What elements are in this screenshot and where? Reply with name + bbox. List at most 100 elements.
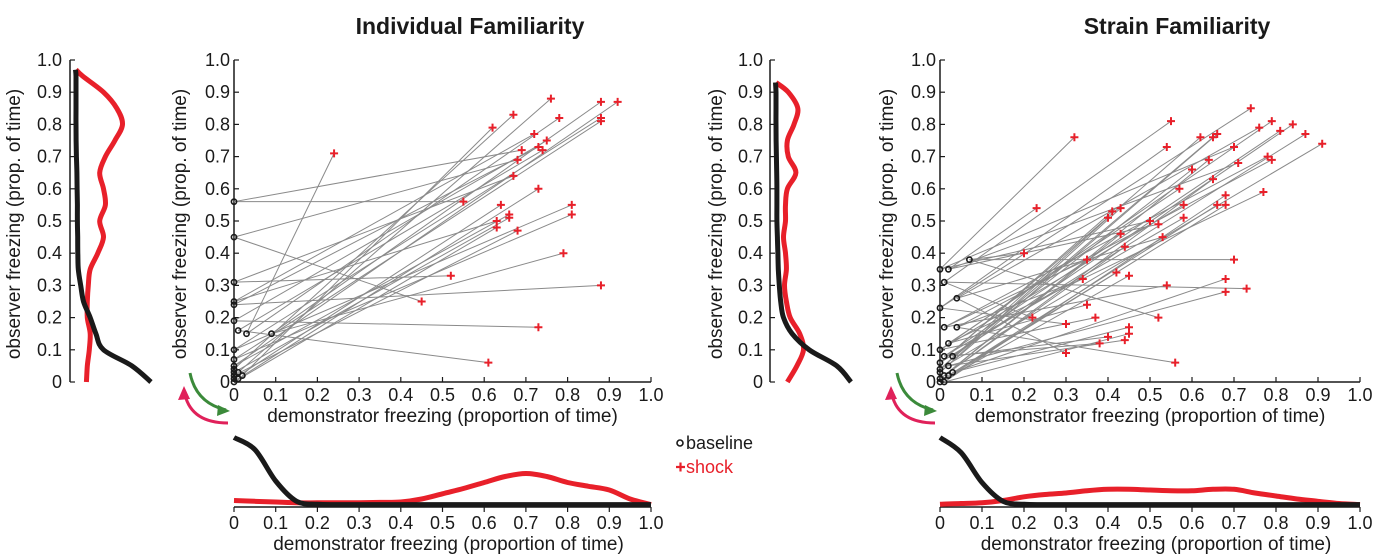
shock-point bbox=[1032, 204, 1041, 213]
y-marginal-tick-label: 1.0 bbox=[738, 50, 763, 70]
y-tick-label: 0.9 bbox=[205, 82, 230, 102]
pair-line bbox=[233, 114, 514, 370]
y-marginal-shock-curve bbox=[774, 80, 807, 384]
shock-point bbox=[492, 223, 501, 232]
pair-line bbox=[233, 227, 497, 383]
shock-point bbox=[1267, 117, 1276, 126]
pair-line bbox=[246, 153, 335, 334]
x-tick-label: 1.0 bbox=[1347, 385, 1372, 405]
baseline-point bbox=[936, 346, 944, 354]
shock-point bbox=[1288, 120, 1297, 129]
y-marginal-baseline-curve bbox=[73, 69, 153, 384]
x-tick-label: 0 bbox=[229, 385, 239, 405]
y-tick-label: 0.8 bbox=[911, 114, 936, 134]
shock-point bbox=[1267, 155, 1276, 164]
baseline-point bbox=[230, 198, 238, 206]
y-marginal-tick-label: 0.8 bbox=[738, 114, 763, 134]
shock-point bbox=[1146, 217, 1154, 225]
shock-point bbox=[1078, 274, 1087, 283]
pair-line bbox=[939, 207, 1121, 373]
shock-point bbox=[1112, 268, 1121, 277]
baseline-point bbox=[230, 317, 238, 325]
shock-point bbox=[1116, 204, 1125, 213]
arrowhead-red bbox=[885, 386, 897, 400]
pair-line bbox=[233, 236, 422, 302]
pair-line bbox=[271, 252, 564, 335]
pair-line bbox=[233, 214, 510, 367]
baseline-point bbox=[230, 356, 238, 363]
shock-point bbox=[1108, 207, 1117, 216]
x-tick-label: 0.9 bbox=[597, 385, 622, 405]
x-marginal-tick-label: 0.1 bbox=[969, 513, 994, 533]
baseline-point bbox=[268, 330, 275, 338]
x-marginal-tick-label: 0.6 bbox=[1179, 513, 1204, 533]
x-marginal-tick-label: 0.2 bbox=[305, 513, 330, 533]
y-tick-label: 0.2 bbox=[205, 308, 230, 328]
x-tick-label: 0.6 bbox=[1179, 385, 1204, 405]
shock-point bbox=[509, 171, 518, 180]
shock-point bbox=[534, 142, 543, 151]
shock-point bbox=[1209, 175, 1217, 184]
pair-line bbox=[233, 204, 502, 380]
baseline-point bbox=[230, 372, 238, 379]
shock-point bbox=[1318, 139, 1327, 148]
shock-point bbox=[1104, 332, 1112, 341]
shock-point bbox=[505, 213, 514, 222]
y-tick-label: 0.4 bbox=[911, 243, 936, 263]
y-marginal-tick-label: 0.6 bbox=[738, 179, 763, 199]
shock-point bbox=[1234, 159, 1243, 168]
y-marginal-tick-label: 0.7 bbox=[37, 147, 62, 167]
y-tick-label: 0.5 bbox=[205, 211, 230, 231]
pair-line bbox=[233, 284, 601, 306]
shock-point bbox=[538, 146, 547, 155]
y-marginal-baseline-curve bbox=[773, 82, 853, 384]
y-marginal-tick-label: 1.0 bbox=[37, 50, 62, 70]
pair-line bbox=[233, 146, 539, 306]
shock-point bbox=[488, 123, 497, 132]
pair-lines bbox=[939, 107, 1323, 383]
baseline-point bbox=[945, 362, 952, 370]
shock-point bbox=[1246, 104, 1255, 113]
shock-point bbox=[496, 200, 505, 209]
shock-point bbox=[1221, 274, 1230, 283]
pair-line bbox=[943, 217, 1184, 357]
baseline-point bbox=[230, 368, 238, 376]
y-marginal-tick-label: 0.2 bbox=[37, 308, 62, 328]
y-axis-label: observer freezing (prop. of time) bbox=[877, 89, 898, 359]
shock-point bbox=[513, 155, 522, 164]
shock-point bbox=[1028, 313, 1037, 322]
arrow-to-observer bbox=[183, 394, 229, 425]
baseline-point bbox=[238, 372, 246, 379]
y-marginal-tick-label: 0.6 bbox=[37, 179, 62, 199]
shock-point bbox=[1125, 323, 1133, 332]
shock-point bbox=[1171, 358, 1180, 367]
x-marginal-tick-label: 0.6 bbox=[472, 513, 497, 533]
pair-line bbox=[956, 127, 1260, 299]
shock-point bbox=[1196, 133, 1205, 142]
shock-point bbox=[1116, 229, 1125, 238]
x-tick-label: 0.2 bbox=[305, 385, 330, 405]
shock-point bbox=[1162, 142, 1171, 151]
shock-point bbox=[1263, 152, 1272, 161]
shock-point bbox=[1301, 130, 1310, 139]
x-tick-label: 0.9 bbox=[1305, 385, 1330, 405]
x-marginal-label: demonstrator freezing (proportion of tim… bbox=[981, 534, 1332, 555]
baseline-point bbox=[953, 323, 961, 331]
y-tick-label: 1.0 bbox=[205, 50, 230, 70]
pair-line bbox=[237, 188, 539, 380]
pair-line bbox=[246, 117, 560, 335]
shock-point bbox=[530, 130, 539, 139]
shock-point bbox=[1091, 313, 1100, 322]
shock-point bbox=[1259, 188, 1268, 197]
x-marginal-tick-label: 0.8 bbox=[555, 513, 580, 533]
y-marginal-tick-label: 0.5 bbox=[37, 211, 62, 231]
y-tick-label: 0.2 bbox=[911, 308, 936, 328]
x-marginal-tick-label: 0 bbox=[935, 513, 945, 533]
y-marginal-tick-label: 0.9 bbox=[738, 82, 763, 102]
x-tick-label: 0 bbox=[935, 385, 945, 405]
x-tick-label: 0.8 bbox=[555, 385, 580, 405]
baseline-point bbox=[936, 304, 944, 312]
pair-line bbox=[956, 326, 1176, 364]
shock-point bbox=[1179, 200, 1188, 209]
